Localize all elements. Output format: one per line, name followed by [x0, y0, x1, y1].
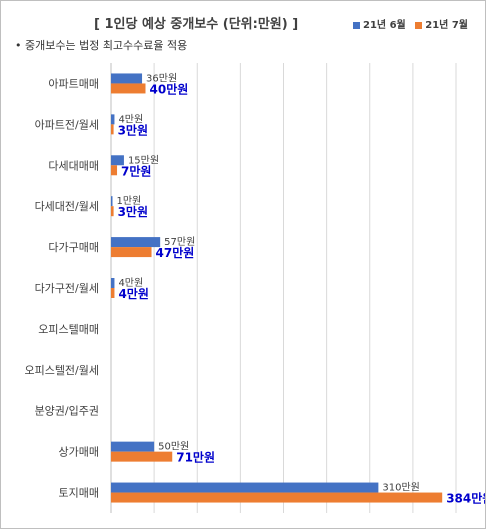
- data-label-jul: 384만원: [446, 491, 486, 506]
- bar-jun: [111, 155, 124, 166]
- category-label: 다가구전/월세: [35, 282, 99, 295]
- bar-jul: [111, 492, 443, 503]
- data-label-jul: 3만원: [118, 204, 148, 219]
- data-label-jun: 57만원: [164, 236, 195, 248]
- bar-jul: [111, 247, 152, 258]
- legend-label-jun: 21년 6월: [363, 20, 406, 31]
- data-label-jul: 3만원: [118, 122, 148, 137]
- category-label: 상가매매: [59, 446, 99, 459]
- bar-jun: [111, 237, 161, 248]
- data-label-jun: 4만원: [118, 113, 143, 125]
- data-label-jun: 4만원: [118, 277, 143, 289]
- bar-jul: [111, 451, 173, 462]
- legend-label-jul: 21년 7월: [425, 20, 469, 31]
- category-label: 오피스텔매매: [38, 323, 99, 336]
- category-label: 분양권/입주권: [35, 405, 99, 418]
- category-label: 다가구매매: [48, 241, 99, 254]
- category-label: 다세대전/월세: [35, 200, 99, 213]
- legend-item-jul: 21년 7월: [415, 16, 468, 31]
- bar-jul: [111, 206, 114, 217]
- category-label: 다세대매매: [48, 159, 99, 172]
- data-label-jun: 310만원: [382, 482, 420, 494]
- bar-jun: [111, 73, 143, 84]
- bar-jul: [111, 165, 118, 176]
- data-label-jul: 47만원: [156, 245, 195, 260]
- category-label: 토지매매: [59, 487, 99, 500]
- bar-jun: [111, 196, 113, 207]
- data-label-jun: 50만원: [158, 441, 189, 453]
- category-label: 아파트매매: [48, 77, 99, 90]
- data-label-jul: 7만원: [121, 163, 151, 178]
- data-label-jun: 1만원: [117, 195, 142, 207]
- data-label-jul: 71만원: [176, 450, 215, 465]
- bar-jun: [111, 278, 115, 288]
- data-label-jul: 40만원: [150, 81, 189, 96]
- bar-jun: [111, 441, 155, 452]
- bar-jun: [111, 482, 379, 493]
- legend-swatch-jun: [353, 21, 360, 29]
- bar-jul: [111, 83, 146, 94]
- chart-title: [ 1인당 예상 중개보수 (단위:만원) ]: [94, 17, 299, 32]
- legend: 21년 6월 21년 7월: [353, 16, 474, 31]
- data-label-jun: 36만원: [146, 72, 177, 84]
- legend-item-jun: 21년 6월: [353, 16, 406, 31]
- bar-jul: [111, 124, 114, 135]
- fee-note: • 중개보수는 법정 최고수수료율 적용: [15, 39, 188, 52]
- data-label-jul: 4만원: [118, 286, 148, 301]
- bar-jun: [111, 114, 115, 125]
- category-label: 오피스텔전/월세: [24, 364, 99, 377]
- legend-swatch-jul: [415, 21, 423, 29]
- category-label: 아파트전/월세: [35, 118, 99, 131]
- data-label-jun: 15만원: [128, 154, 159, 166]
- bar-jul: [111, 288, 115, 298]
